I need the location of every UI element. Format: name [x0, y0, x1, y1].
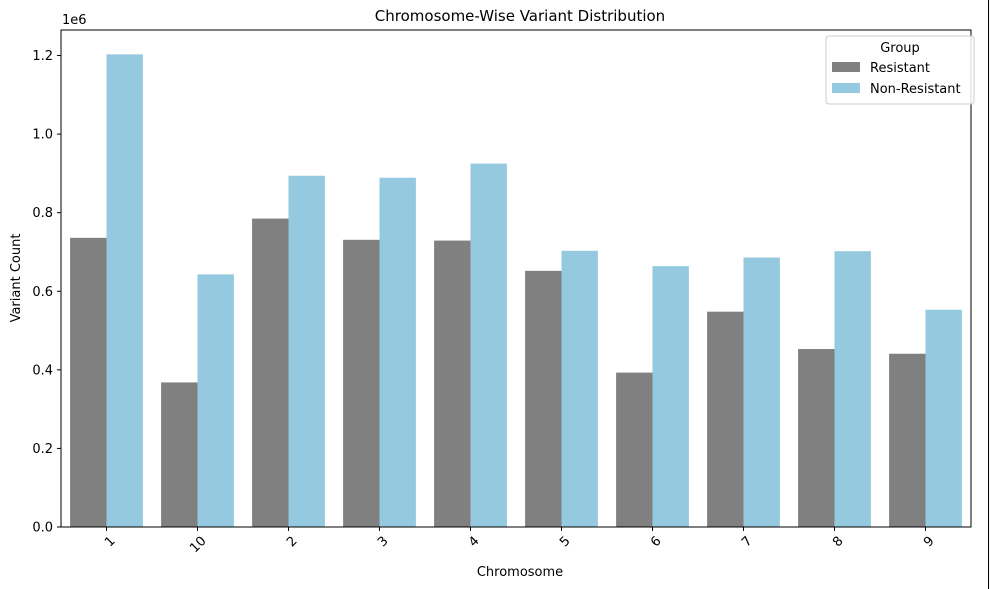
x-tick-label: 10 [187, 534, 209, 556]
bar-resistant-chr-1 [70, 237, 107, 527]
y-tick-label: 0.4 [32, 363, 53, 378]
bar-non-resistant-chr-6 [652, 266, 689, 527]
legend-title: Group [880, 41, 920, 56]
bar-resistant-chr-3 [343, 239, 380, 528]
bar-resistant-chr-4 [434, 240, 471, 528]
x-tick-label: 1 [102, 534, 118, 550]
bar-resistant-chr-2 [252, 218, 289, 528]
y-tick-label: 0.0 [32, 521, 53, 536]
y-tick-label: 0.6 [32, 285, 53, 300]
legend-swatch [832, 83, 860, 93]
legend-swatch [832, 62, 860, 72]
y-tick-label: 0.8 [32, 206, 53, 221]
bar-resistant-chr-9 [889, 353, 926, 527]
x-tick-label: 7 [739, 534, 755, 550]
y-axis-label: Variant Count [9, 234, 24, 323]
bar-resistant-chr-5 [525, 270, 562, 527]
x-tick-label: 9 [921, 534, 937, 550]
legend: Group Resistant Non-Resistant [825, 35, 975, 105]
y-tick-label: 1.0 [32, 128, 53, 143]
legend-label: Resistant [870, 61, 930, 76]
plot-frame [60, 29, 972, 528]
x-tick-label: 4 [466, 534, 482, 550]
bar-resistant-chr-7 [707, 311, 744, 527]
bar-non-resistant-chr-3 [379, 177, 416, 527]
legend-box [825, 35, 975, 105]
x-tick-label: 2 [284, 534, 300, 550]
bar-resistant-chr-10 [161, 382, 198, 527]
bars-layer [70, 54, 962, 528]
x-tick-label: 6 [648, 534, 664, 550]
x-tick-label: 5 [557, 534, 573, 550]
window-edge [988, 0, 989, 589]
legend-label: Non-Resistant [870, 82, 961, 97]
x-tick-label: 3 [375, 534, 391, 550]
bar-non-resistant-chr-10 [197, 274, 234, 527]
bar-resistant-chr-8 [798, 349, 835, 527]
x-tick-label: 8 [830, 534, 846, 550]
y-tick-label: 0.2 [32, 442, 53, 457]
bar-non-resistant-chr-7 [743, 257, 780, 527]
bar-non-resistant-chr-1 [106, 54, 143, 528]
bar-non-resistant-chr-8 [834, 251, 871, 528]
bar-resistant-chr-6 [616, 372, 653, 527]
y-offset-text: 1e6 [62, 13, 87, 28]
bar-non-resistant-chr-5 [561, 250, 598, 527]
x-axis-label: Chromosome [477, 565, 563, 580]
bar-non-resistant-chr-4 [470, 163, 507, 527]
bar-non-resistant-chr-2 [288, 175, 325, 527]
y-tick-label: 1.2 [32, 49, 53, 64]
chart-title: Chromosome-Wise Variant Distribution [375, 7, 665, 25]
bar-non-resistant-chr-9 [925, 309, 962, 527]
